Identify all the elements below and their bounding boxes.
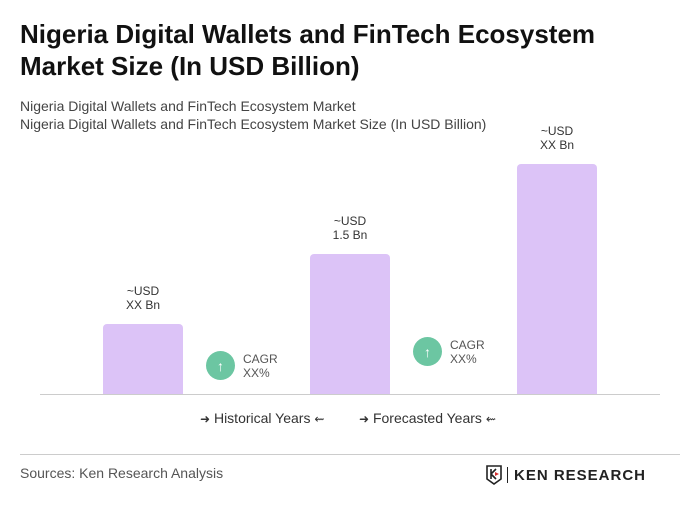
- legend-historical: ➜ Historical Years ⇜: [200, 410, 325, 426]
- bar-label-2: ~USD 1.5 Bn: [332, 214, 368, 242]
- legend-forecasted: ➜ Forecasted Years ⇜: [359, 410, 496, 426]
- bar-label-3: ~USD XX Bn: [539, 124, 575, 152]
- subtitle-secondary: Nigeria Digital Wallets and FinTech Ecos…: [20, 116, 487, 132]
- page-title: Nigeria Digital Wallets and FinTech Ecos…: [20, 19, 596, 81]
- ken-research-logo: KEN RESEARCH: [486, 465, 646, 485]
- bar-1: [103, 324, 183, 394]
- bar-label-1: ~USD XX Bn: [125, 284, 161, 312]
- arrow-left-icon: ⇜: [485, 412, 496, 426]
- ken-logo-icon: [486, 465, 502, 485]
- arrow-up-icon: ↑: [206, 351, 235, 380]
- arrow-up-icon: ↑: [413, 337, 442, 366]
- x-axis-line: [40, 394, 660, 395]
- subtitle: Nigeria Digital Wallets and FinTech Ecos…: [20, 98, 356, 114]
- bar-3: [517, 164, 597, 394]
- arrow-right-icon: ➜: [200, 412, 211, 426]
- cagr-annotation-1: ↑ CAGR XX%: [206, 351, 278, 380]
- bar-2: [310, 254, 390, 394]
- arrow-left-icon: ⇜: [314, 412, 325, 426]
- arrow-right-icon: ➜: [359, 412, 370, 426]
- sources-text: Sources: Ken Research Analysis: [20, 465, 224, 481]
- cagr-annotation-2: ↑ CAGR XX%: [413, 337, 485, 366]
- footer-divider: [20, 454, 680, 455]
